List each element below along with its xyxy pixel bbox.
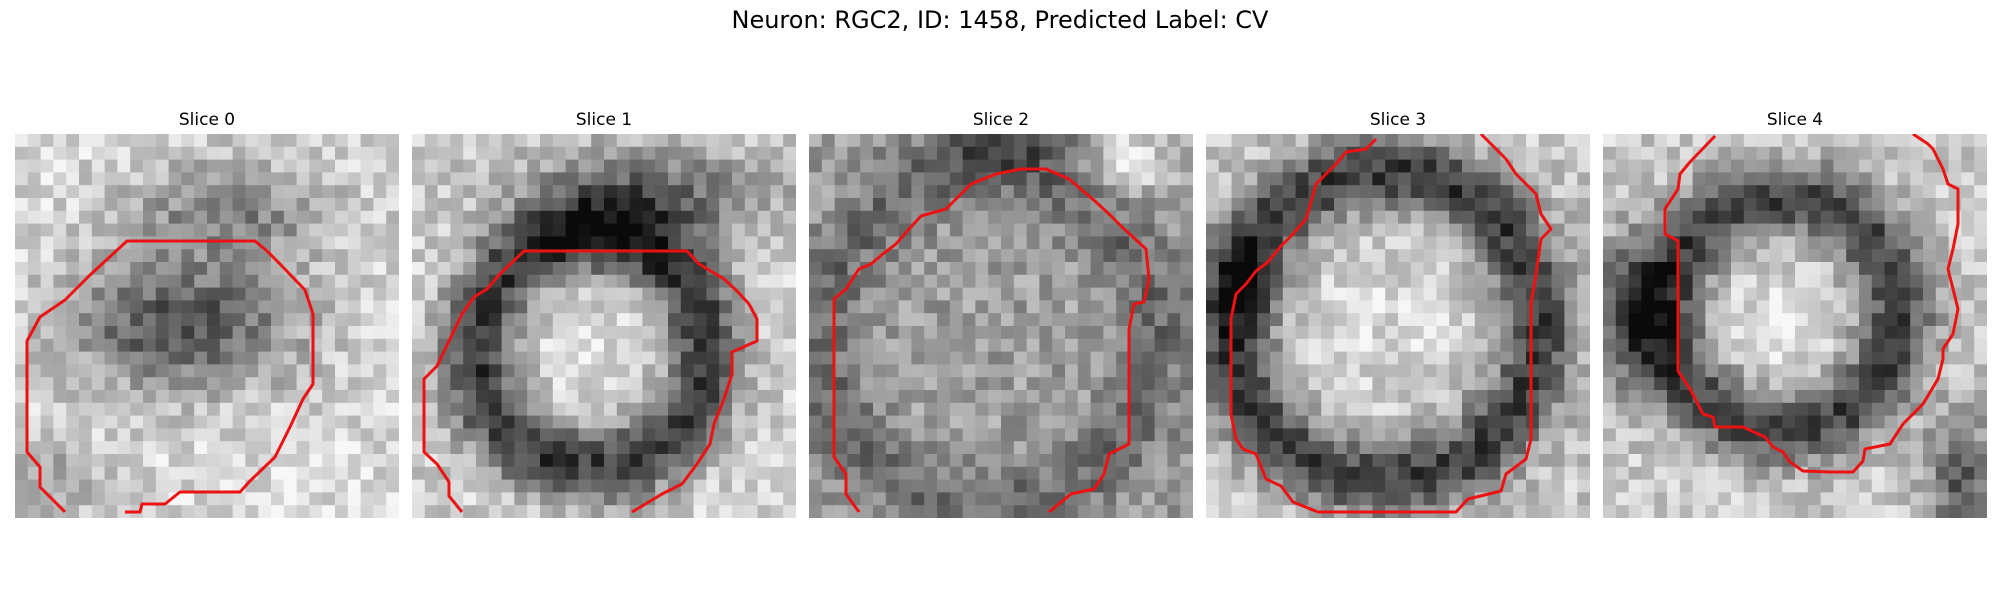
microscopy-slice: [412, 134, 796, 518]
slice-title: Slice 1: [575, 110, 633, 130]
slice-title: Slice 3: [1369, 110, 1427, 130]
slice-image-3: [1206, 134, 1590, 518]
cell-contour: [25, 239, 315, 514]
slice-image-1: [412, 134, 796, 518]
cell-contour: [422, 249, 759, 514]
cell-contour: [832, 167, 1151, 514]
slice-title: Slice 0: [178, 110, 236, 130]
slice-title: Slice 2: [972, 110, 1030, 130]
microscopy-slice: [1206, 134, 1590, 518]
microscopy-slice: [809, 134, 1193, 518]
slice-image-2: [809, 134, 1193, 518]
slice-title: Slice 4: [1766, 110, 1824, 130]
cell-contour: [1229, 134, 1553, 514]
cell-contour: [1663, 134, 1960, 474]
slice-image-4: [1603, 134, 1987, 518]
figure-title: Neuron: RGC2, ID: 1458, Predicted Label:…: [731, 6, 1269, 34]
microscopy-slice: [1603, 134, 1987, 518]
slice-image-0: [15, 134, 399, 518]
microscopy-slice: [15, 134, 399, 518]
